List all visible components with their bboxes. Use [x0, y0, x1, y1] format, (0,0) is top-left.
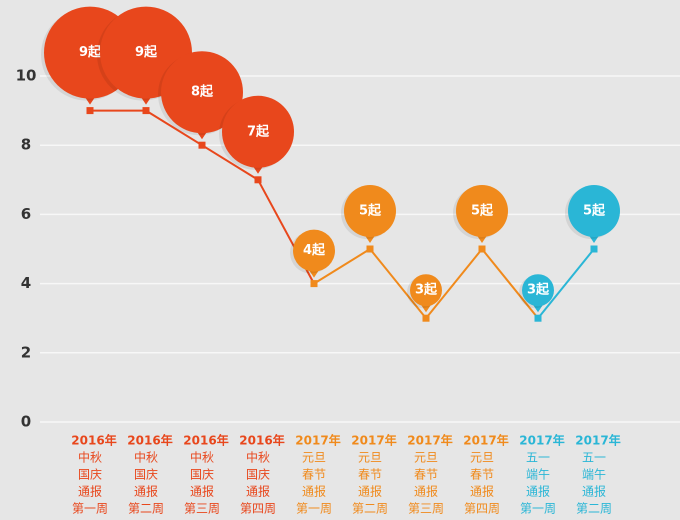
point-marker: [590, 245, 598, 253]
x-tick-label: 五一: [582, 451, 606, 465]
x-tick-label: 国庆: [190, 468, 214, 482]
x-tick-label: 第四周: [464, 502, 500, 516]
x-tick-label: 春节: [414, 468, 438, 482]
x-tick-label: 2016年: [71, 433, 116, 448]
x-tick-label: 元旦: [414, 451, 438, 465]
x-tick-label: 第二周: [352, 502, 388, 516]
x-tick-label: 通报: [302, 484, 326, 499]
data-label: 5起: [359, 203, 382, 219]
x-tick-label: 通报: [78, 484, 102, 499]
x-tick-label: 元旦: [302, 451, 326, 465]
x-tick-label: 国庆: [78, 468, 102, 482]
data-label: 5起: [471, 203, 494, 219]
x-tick-label: 2017年: [295, 433, 340, 448]
x-tick-label: 2017年: [407, 433, 452, 448]
x-tick-label: 2017年: [575, 433, 620, 448]
line-segment: [313, 248, 371, 285]
x-tick-label: 2016年: [183, 433, 228, 448]
x-tick-label: 通报: [134, 484, 158, 499]
line-segment: [481, 248, 539, 319]
line-segment: [201, 144, 259, 181]
data-label: 3起: [527, 282, 550, 298]
x-tick-label: 第二周: [128, 502, 164, 516]
x-tick-label: 第一周: [296, 502, 332, 516]
x-tick-label: 中秋: [246, 450, 270, 465]
x-tick-label: 2017年: [463, 433, 508, 448]
bubble: [222, 95, 294, 168]
x-tick-label: 五一: [526, 451, 550, 465]
x-tick-label: 第二周: [576, 502, 612, 516]
x-tick-label: 春节: [358, 468, 382, 482]
data-label: 3起: [415, 282, 438, 298]
data-label: 9起: [79, 44, 102, 60]
x-tick-label: 通报: [470, 484, 494, 499]
y-tick-label: 8: [21, 136, 31, 154]
data-label: 5起: [583, 203, 606, 219]
point-marker: [142, 107, 150, 115]
x-tick-label: 2016年: [239, 433, 284, 448]
line-segment: [537, 248, 595, 319]
y-tick-label: 10: [16, 67, 37, 85]
point-marker: [422, 314, 430, 322]
x-tick-label: 春节: [302, 468, 326, 482]
bubble: [344, 185, 396, 237]
y-tick-label: 4: [21, 274, 31, 292]
point-marker: [86, 107, 94, 115]
x-tick-label: 中秋: [78, 450, 102, 465]
point-marker: [198, 141, 206, 149]
line-segment: [425, 248, 483, 319]
point-marker: [478, 245, 486, 253]
data-label: 9起: [135, 44, 158, 60]
bubble: [293, 229, 335, 272]
x-tick-label: 中秋: [134, 450, 158, 465]
point-marker: [366, 245, 374, 253]
bubble: [568, 185, 620, 237]
x-tick-label: 元旦: [470, 451, 494, 465]
line-segment: [369, 248, 427, 319]
x-tick-label: 第四周: [240, 502, 276, 516]
y-tick-label: 6: [21, 205, 31, 223]
x-tick-label: 端午: [582, 468, 606, 482]
x-tick-label: 国庆: [134, 468, 158, 482]
point-marker: [310, 280, 318, 288]
data-label: 7起: [247, 123, 270, 139]
x-tick-label: 端午: [526, 468, 550, 482]
bubble: [410, 274, 442, 307]
bubble: [161, 51, 243, 134]
data-label: 8起: [191, 84, 214, 100]
point-marker: [254, 176, 262, 184]
x-tick-label: 通报: [246, 484, 270, 499]
x-tick-label: 第三周: [408, 502, 444, 516]
point-marker: [534, 314, 542, 322]
x-tick-label: 国庆: [246, 468, 270, 482]
x-tick-label: 2017年: [351, 433, 396, 448]
x-tick-label: 2017年: [519, 433, 564, 448]
y-tick-label: 0: [21, 413, 31, 431]
x-tick-label: 元旦: [358, 451, 382, 465]
bubble: [522, 274, 554, 307]
y-tick-label: 2: [21, 343, 31, 361]
x-tick-label: 通报: [190, 484, 214, 499]
x-tick-label: 通报: [414, 484, 438, 499]
x-tick-label: 2016年: [127, 433, 172, 448]
x-tick-label: 第一周: [520, 502, 556, 516]
bubble: [456, 185, 508, 237]
line-segment: [145, 109, 203, 147]
x-tick-label: 第三周: [184, 502, 220, 516]
x-tick-label: 第一周: [72, 502, 108, 516]
x-tick-label: 中秋: [190, 450, 214, 465]
x-tick-label: 通报: [526, 484, 550, 499]
data-label: 4起: [303, 242, 326, 258]
x-tick-label: 通报: [582, 484, 606, 499]
x-tick-label: 通报: [358, 484, 382, 499]
x-tick-label: 春节: [470, 468, 494, 482]
